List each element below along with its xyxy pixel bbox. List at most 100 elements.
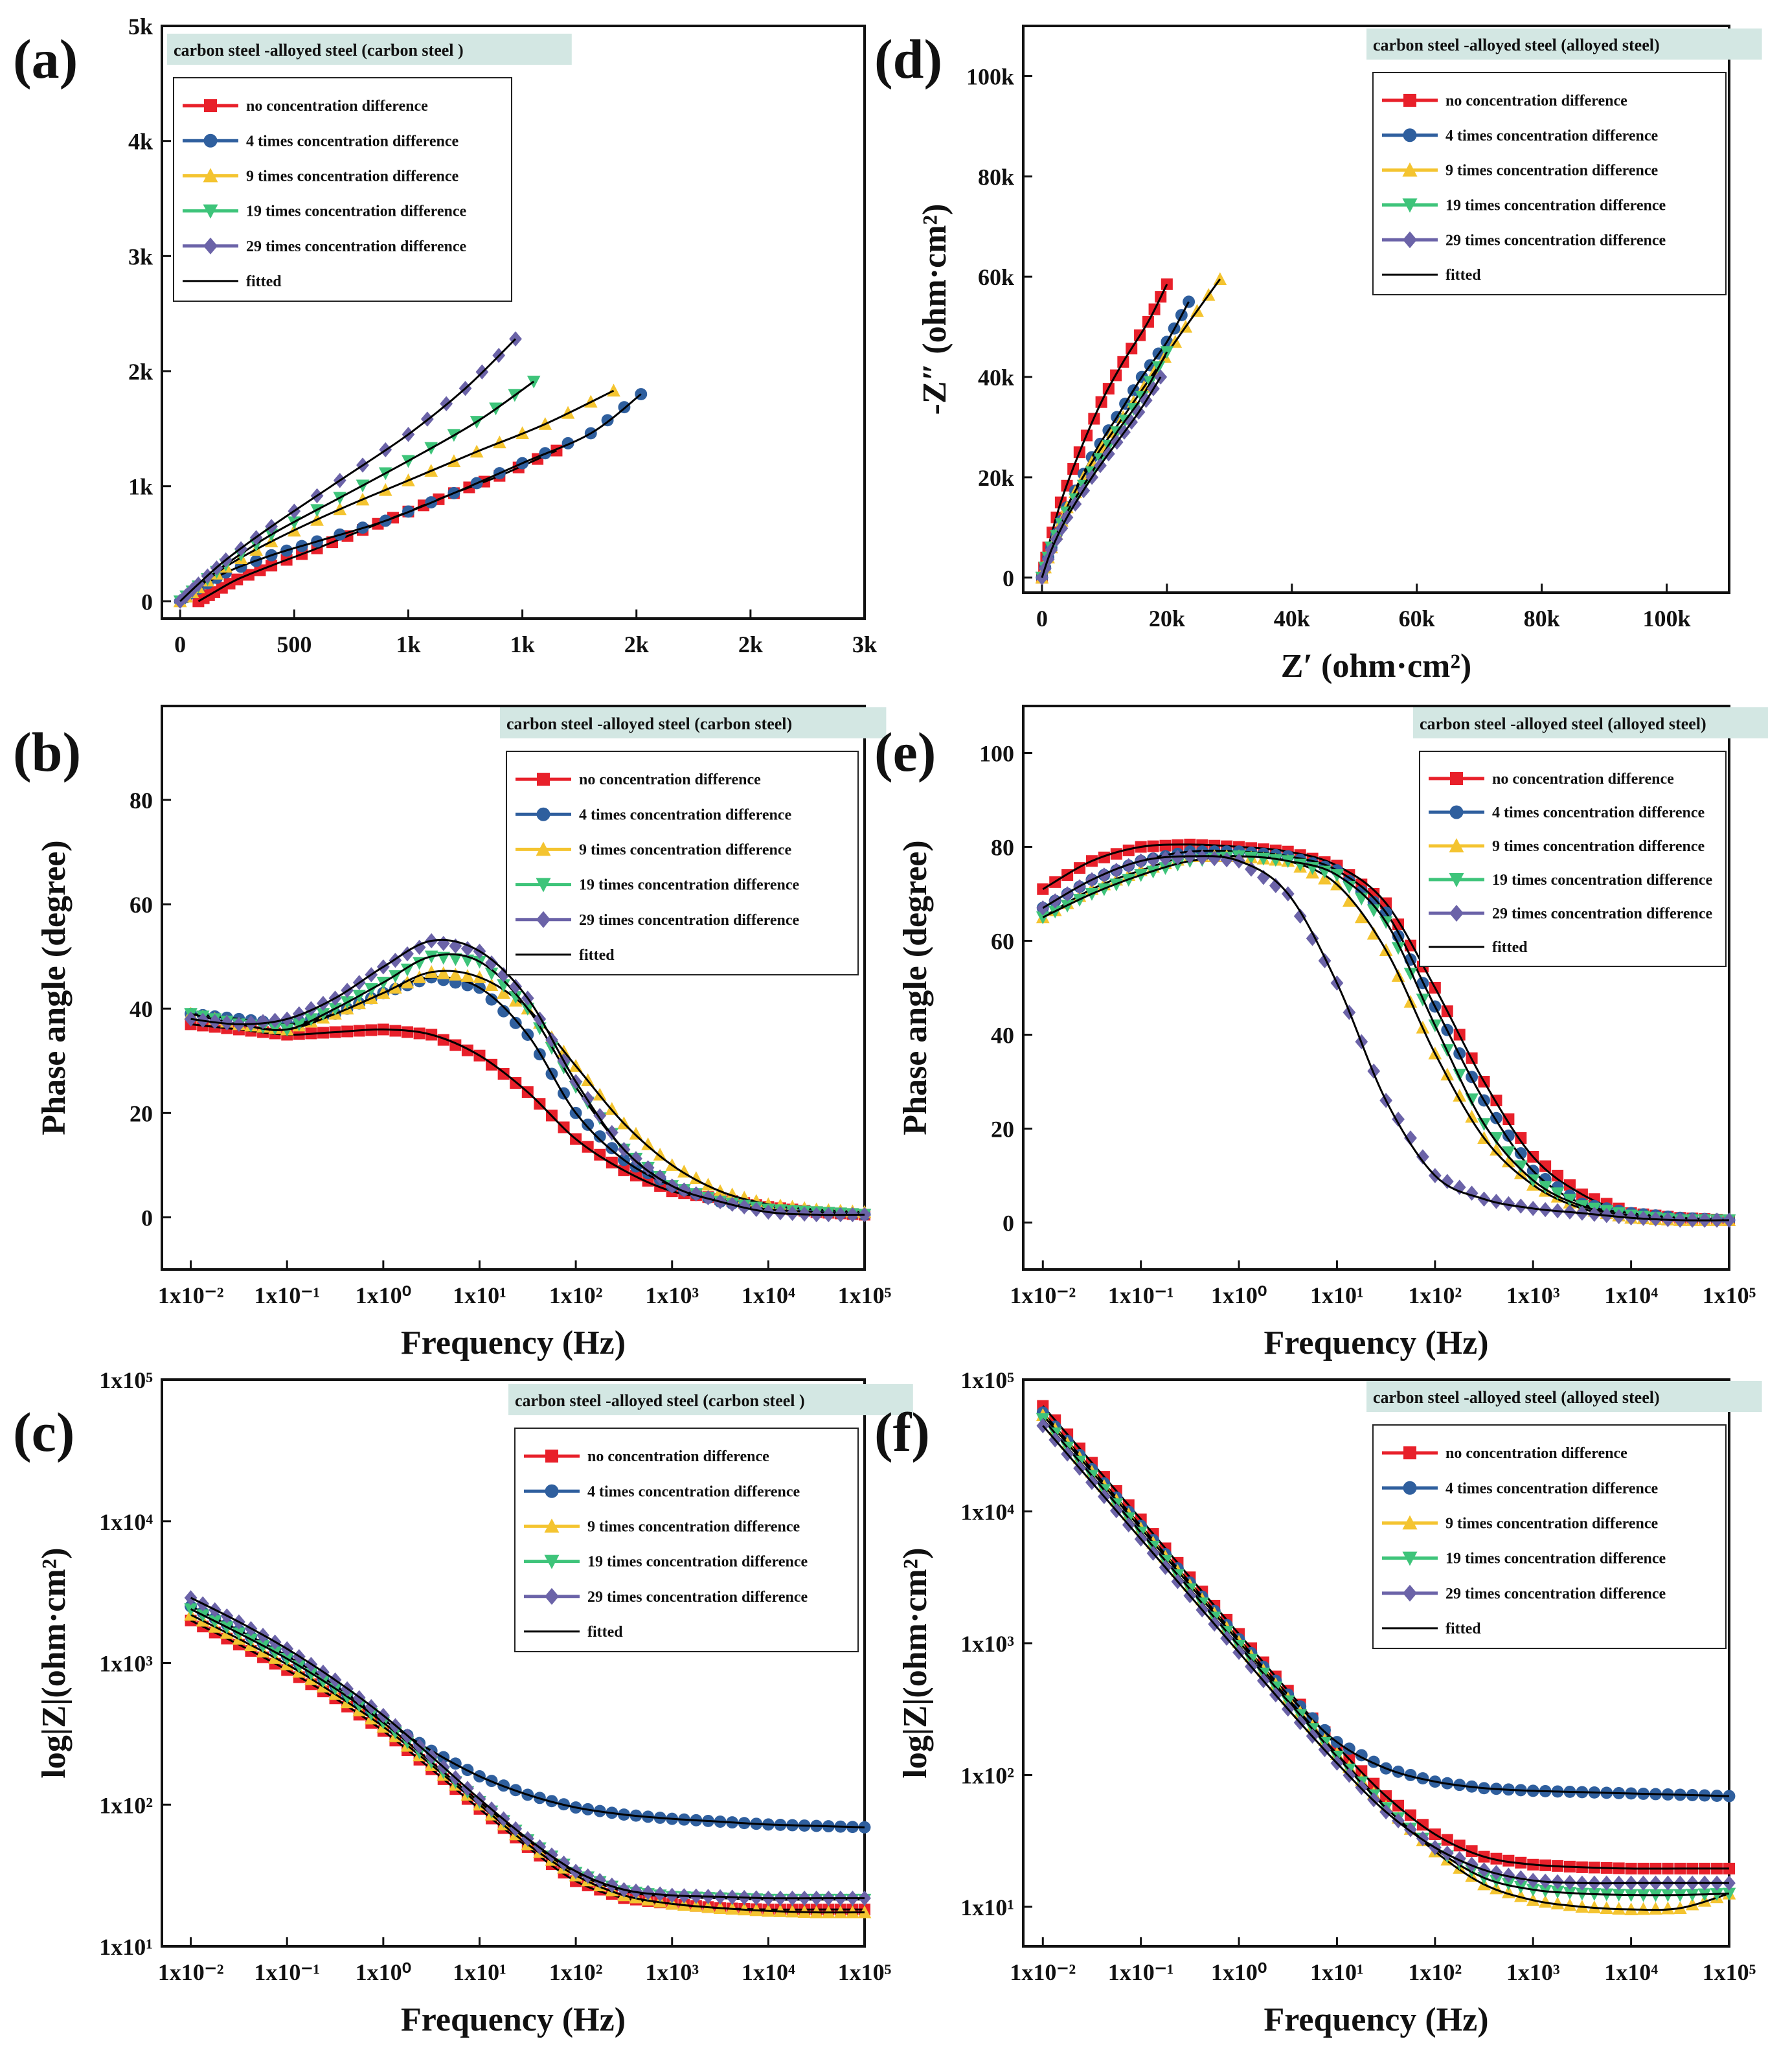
legend-swatch-marker — [1449, 805, 1464, 819]
y-tick-label: 4k — [128, 129, 153, 155]
plot-frame — [1022, 1378, 1730, 1948]
y-tick-label: 1x10³ — [99, 1651, 153, 1677]
data-point — [509, 979, 523, 994]
data-point — [533, 1022, 547, 1036]
data-point — [509, 1016, 522, 1029]
data-point — [1538, 1895, 1552, 1908]
data-point — [1392, 1765, 1405, 1778]
data-point — [1490, 1143, 1503, 1156]
legend-swatch-marker — [545, 1450, 558, 1463]
x-tick-label: 1x10⁴ — [742, 1282, 795, 1308]
data-point — [1550, 1896, 1565, 1909]
legend-label: 4 times concentration difference — [1492, 804, 1705, 821]
data-point — [1539, 1160, 1552, 1172]
data-point — [448, 968, 462, 981]
legend-box — [1372, 1424, 1727, 1649]
data-point — [1453, 1088, 1467, 1102]
data-point — [484, 967, 499, 981]
legend-title-background — [1366, 1381, 1762, 1412]
data-point — [1343, 894, 1356, 907]
series-x29 — [184, 1590, 871, 1906]
data-point — [1465, 1856, 1479, 1873]
data-point — [1122, 844, 1135, 856]
data-point — [1552, 1170, 1564, 1181]
data-point — [485, 955, 498, 971]
data-point — [1109, 863, 1123, 878]
y-tick-label: 0 — [141, 589, 153, 615]
data-point — [413, 957, 426, 970]
x-tick-label: 1x10³ — [1506, 1282, 1560, 1308]
legend-label: no concentration difference — [1445, 1445, 1627, 1462]
y-tick-label: 2k — [128, 359, 153, 385]
fitted-line — [1042, 855, 1730, 1222]
legend-label: fitted — [579, 947, 615, 964]
chart-panel-b: (b) 1x10⁻² 1x10⁻¹ 1x10⁰ 1x10¹ 1x10² 1x10³ 1x10⁴… — [13, 705, 892, 1361]
panel-label: (a) — [13, 28, 78, 90]
data-point — [508, 991, 523, 1004]
data-point — [689, 1186, 703, 1201]
data-point — [1490, 1132, 1503, 1145]
data-point — [1403, 968, 1418, 981]
legend-swatch-marker — [1449, 838, 1464, 852]
data-point — [1550, 1187, 1565, 1200]
data-point — [413, 939, 426, 955]
data-point — [1440, 1174, 1454, 1189]
y-tick-label: 60 — [130, 892, 153, 918]
fitted-line — [190, 1023, 865, 1216]
data-point — [1637, 1902, 1650, 1915]
data-point — [1513, 1160, 1528, 1174]
data-point — [174, 593, 187, 609]
data-point — [268, 1012, 282, 1029]
x-axis-label: Frequency (Hz) — [1264, 2001, 1488, 2038]
legend-label: 4 times concentration difference — [1445, 1480, 1658, 1497]
legend-swatch-marker — [1403, 231, 1417, 249]
data-point — [1502, 1196, 1515, 1212]
legend-label: 19 times concentration difference — [1445, 1551, 1666, 1567]
y-tick-label: 100 — [979, 741, 1014, 767]
y-tick-label: 1x10⁵ — [960, 1367, 1014, 1393]
data-point — [1293, 908, 1307, 924]
data-point — [1538, 1181, 1552, 1194]
chart-panel-d: (d) 0 20k 40k 60k 80k 100k 0 20k 40k 60k 80k 100k Z′ … — [874, 25, 1762, 685]
legend-label: 29 times concentration difference — [1492, 905, 1712, 922]
data-point — [1269, 854, 1283, 867]
legend-label: 9 times concentration difference — [1445, 163, 1658, 179]
legend-label: no concentration difference — [1492, 771, 1674, 788]
y-axis-label: Phase angle (degree) — [36, 840, 73, 1135]
legend-label: 4 times concentration difference — [579, 806, 791, 823]
plot-frame — [161, 25, 866, 620]
x-tick-label: 1x10⁰ — [356, 1282, 411, 1308]
data-point — [413, 1027, 425, 1040]
legend-label: fitted — [1445, 1621, 1481, 1637]
x-tick-label: 1x10⁰ — [1211, 1959, 1267, 1985]
data-point — [292, 1006, 306, 1021]
data-point — [1600, 1901, 1614, 1914]
data-point — [629, 1151, 642, 1167]
data-point — [557, 1855, 571, 1871]
x-tick-label: 1x10⁻¹ — [254, 1959, 320, 1985]
x-tick-label: 1x10⁻² — [1010, 1282, 1076, 1308]
legend-title-background — [508, 1384, 913, 1415]
y-axis-label: log|Z|(ohm·cm²) — [36, 1547, 73, 1778]
data-point — [653, 1147, 667, 1161]
data-point — [460, 969, 475, 982]
legend-swatch-marker — [536, 807, 550, 821]
x-tick-label: 1x10⁻² — [1010, 1959, 1076, 1985]
legend-title-background — [500, 707, 887, 738]
y-tick-label: 80 — [130, 788, 153, 814]
panel-label: (d) — [874, 28, 942, 90]
data-point — [545, 1847, 558, 1863]
legend-swatch-marker — [203, 204, 218, 219]
x-tick-label: 1k — [510, 632, 535, 657]
legend-title: carbon steel -alloyed steel (alloyed ste… — [1420, 714, 1706, 733]
x-tick-label: 60k — [1399, 606, 1435, 632]
data-point — [1392, 1111, 1405, 1127]
x-tick-label: 1x10¹ — [453, 1959, 506, 1985]
fitted-line — [190, 939, 865, 1216]
data-point — [1563, 1898, 1577, 1911]
data-point — [605, 1877, 618, 1893]
chart-panel-e: (e) 1x10⁻² 1x10⁻¹ 1x10⁰ 1x10¹ 1x10² 1x10³ 1x10⁴… — [874, 705, 1768, 1361]
legend-label: 19 times concentration difference — [246, 203, 466, 220]
series-x29 — [174, 331, 522, 609]
x-tick-label: 1x10² — [549, 1959, 603, 1985]
